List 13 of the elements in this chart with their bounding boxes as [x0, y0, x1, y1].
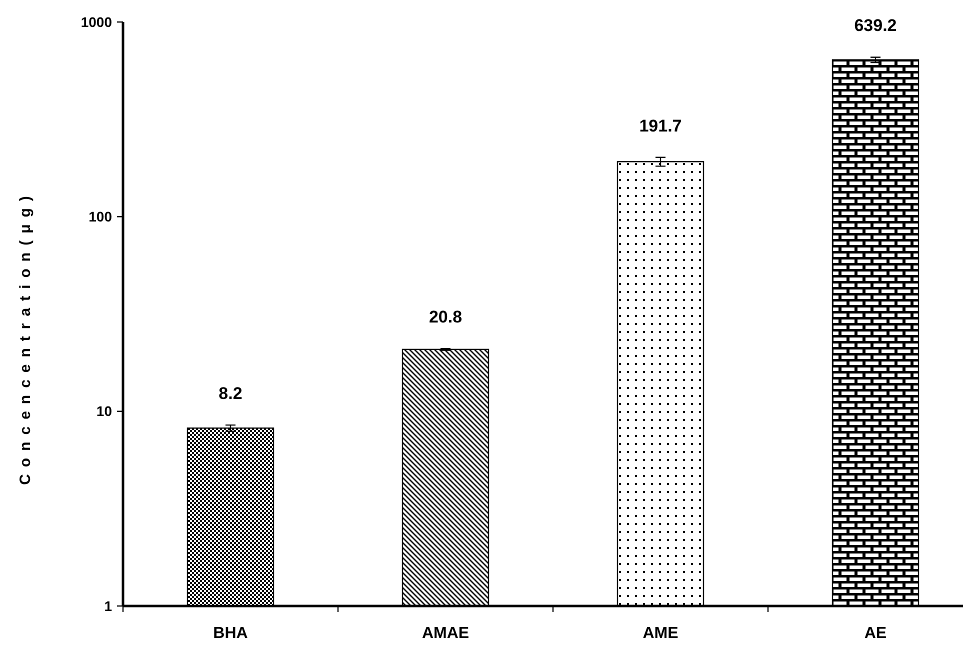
y-tick-label: 1 [104, 598, 112, 614]
y-tick-label: 100 [88, 208, 112, 225]
x-tick-label: AE [864, 625, 887, 642]
y-tick-label: 10 [96, 403, 112, 420]
data-label: 20.8 [428, 308, 462, 327]
data-label: 8.2 [218, 384, 242, 404]
y-tick-label: 1000 [80, 14, 112, 30]
x-tick-label: BHA [213, 625, 248, 642]
data-label: 639.2 [854, 16, 897, 36]
data-label: 191.7 [639, 116, 682, 136]
x-tick-label: AME [642, 625, 679, 642]
x-tick-label: AMAE [422, 625, 470, 642]
y-axis-title: Concencentration(μg) [17, 189, 34, 485]
